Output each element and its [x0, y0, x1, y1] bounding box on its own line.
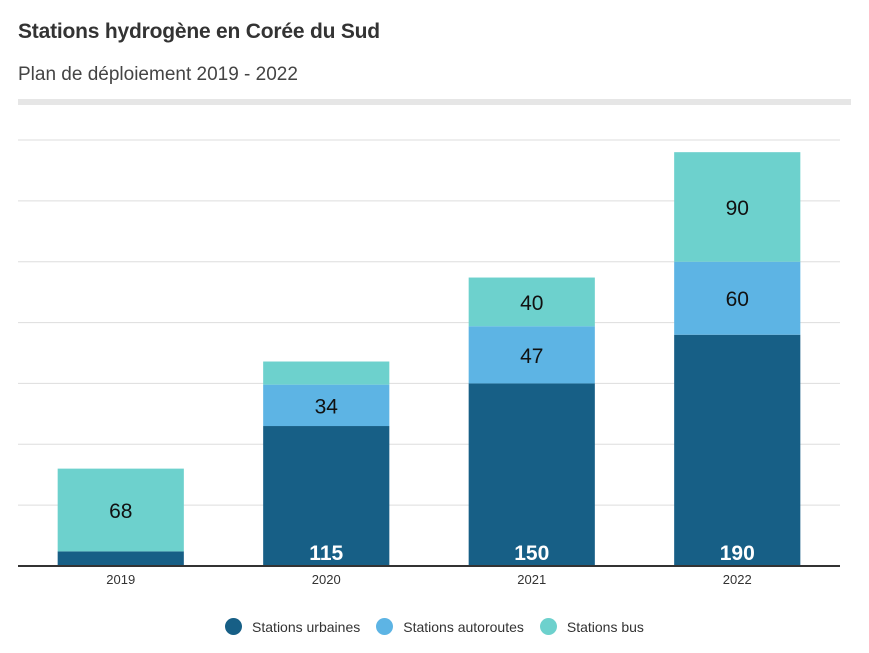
data-label-group: 68 115 34 150 47 40 190 60 90	[109, 197, 755, 565]
bar-segment[interactable]	[263, 384, 390, 427]
bar-segment[interactable]	[57, 551, 184, 566]
legend: Stations urbaines Stations autoroutes St…	[0, 618, 869, 635]
legend-item-bus[interactable]: Stations bus	[539, 618, 644, 635]
bar-segment[interactable]	[468, 277, 595, 327]
data-label: 190	[720, 542, 755, 565]
x-tick-group: 2019 2020 2021 2022	[106, 572, 751, 587]
header-divider	[18, 99, 851, 105]
bar-segment[interactable]	[468, 326, 595, 384]
stacked-bar-chart: 68 115 34 150 47 40 190 60 90 2019 2020 2021 2022	[18, 139, 840, 587]
legend-label: Stations autoroutes	[403, 618, 524, 635]
data-label: 60	[726, 288, 749, 311]
data-label: 150	[514, 542, 549, 565]
legend-item-autoroutes[interactable]: Stations autoroutes	[376, 618, 524, 635]
legend-label: Stations urbaines	[252, 618, 361, 635]
bar-group	[57, 152, 801, 566]
bar-segment[interactable]	[263, 426, 390, 566]
legend-swatch	[539, 618, 557, 635]
data-label: 68	[109, 500, 132, 523]
legend-label: Stations bus	[566, 618, 644, 635]
bar-segment[interactable]	[674, 334, 801, 566]
legend-swatch	[376, 618, 394, 635]
legend-swatch	[225, 618, 243, 635]
chart-subtitle: Plan de déploiement 2019 - 2022	[18, 64, 298, 85]
bar-segment[interactable]	[57, 468, 184, 552]
x-tick-label: 2021	[517, 572, 546, 587]
bar-segment[interactable]	[468, 383, 595, 566]
bar-segment[interactable]	[674, 261, 801, 335]
data-label: 34	[315, 395, 339, 418]
bar-segment[interactable]	[674, 152, 801, 262]
x-tick-label: 2022	[723, 572, 752, 587]
bar-segment[interactable]	[263, 361, 390, 385]
x-tick-label: 2020	[312, 572, 341, 587]
data-label: 90	[726, 197, 749, 220]
chart-title: Stations hydrogène en Corée du Sud	[18, 20, 380, 43]
data-label: 40	[520, 292, 543, 315]
legend-item-urbaines[interactable]: Stations urbaines	[225, 618, 360, 635]
data-label: 115	[309, 542, 343, 565]
data-label: 47	[520, 345, 543, 368]
x-tick-label: 2019	[106, 572, 135, 587]
